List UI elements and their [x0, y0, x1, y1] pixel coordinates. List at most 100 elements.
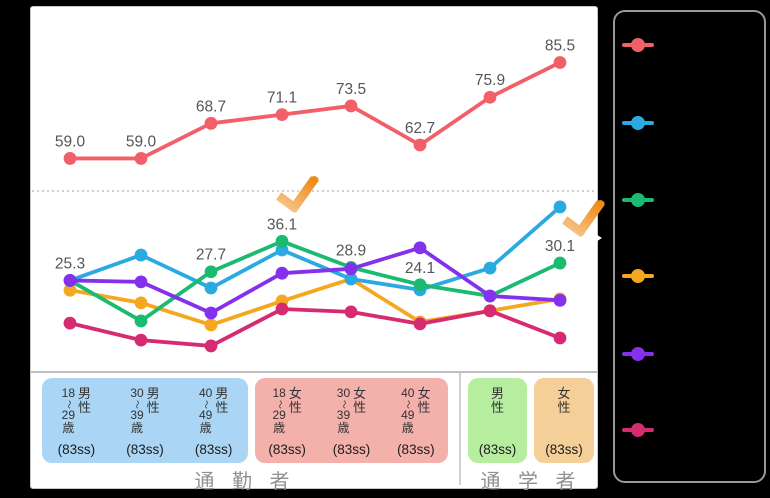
category-cell-label: 18 〜 29 歳女性: [272, 386, 302, 435]
series-purple-point: [483, 289, 497, 303]
series-pink-point: [275, 302, 289, 316]
legend-marker-purple[interactable]: [622, 345, 656, 363]
category-cell-label: 30 〜 39 歳女性: [336, 386, 367, 435]
series-orange-point: [204, 318, 218, 332]
legend-marker-orange[interactable]: [622, 267, 656, 285]
data-label: 73.5: [336, 81, 366, 98]
series-pink-point: [63, 316, 77, 330]
category-cell-label: 男性: [490, 386, 504, 415]
series-green-line: [68, 239, 562, 323]
legend-dot-icon: [631, 423, 645, 437]
data-label: 68.7: [196, 98, 226, 115]
category-group-box: 男性 (83ss): [468, 378, 527, 463]
series-purple-point: [204, 306, 218, 320]
series-red-line: [68, 60, 562, 161]
data-label: 25.3: [55, 255, 85, 272]
legend-marker-blue[interactable]: [622, 114, 656, 132]
series-red-point: [413, 138, 427, 152]
data-label: 59.0: [126, 133, 157, 150]
series-purple-point: [63, 274, 77, 287]
category-cell: 男性 (83ss): [468, 378, 527, 463]
category-group-box: 女性 (83ss): [534, 378, 594, 463]
legend-dot-icon: [631, 347, 645, 361]
data-label: 75.9: [475, 72, 505, 89]
series-purple-point: [275, 266, 289, 280]
sample-size-label: (83ss): [57, 442, 96, 457]
category-cell: 女性 (83ss): [534, 378, 594, 463]
series-pink-point: [344, 305, 358, 319]
line-chart: 25.3 27.7 36.1 28.9 24.1 30.1 59.0 59.0 68.7 71.1…: [31, 35, 597, 485]
category-cell: 40 〜 49 歳男性 (83ss): [179, 378, 248, 463]
sample-size-label: (83ss): [545, 442, 583, 457]
category-cell-label: 40 〜 49 歳女性: [401, 386, 431, 435]
sample-size-label: (83ss): [397, 442, 435, 457]
series-red-point: [63, 152, 77, 165]
series-blue-line: [68, 205, 562, 292]
chart-panel: 25.3 27.7 36.1 28.9 24.1 30.1 59.0 59.0 68.7 71.1…: [30, 6, 598, 493]
data-label: 71.1: [267, 90, 297, 107]
legend-marker-green[interactable]: [622, 191, 656, 209]
right-arrow-icon[interactable]: [594, 233, 602, 243]
series-red-point: [553, 56, 567, 69]
series-red-point: [134, 152, 148, 165]
checkmark-icon: [276, 175, 320, 214]
series-purple-point: [134, 275, 148, 289]
series-purple-point: [344, 262, 358, 276]
checkmark-icon: [562, 199, 606, 238]
legend-dot-icon: [631, 116, 645, 130]
category-cell: 40 〜 49 歳女性 (83ss): [384, 378, 448, 463]
series-green-point: [204, 265, 218, 279]
series-pink-point: [413, 317, 427, 331]
category-cell-label: 40 〜 49 歳男性: [198, 386, 229, 435]
data-label: 85.5: [545, 37, 575, 54]
sample-size-label: (83ss): [478, 442, 517, 457]
legend-dot-icon: [631, 38, 645, 52]
series-pink-point: [553, 331, 567, 345]
category-group-box: 18 〜 29 歳男性 (83ss) 30 〜 39 歳男性 (83ss) 40 〜 49 歳男性 (83s…: [42, 378, 248, 463]
series-orange-point: [63, 283, 77, 297]
category-cell: 30 〜 39 歳女性 (83ss): [319, 378, 383, 463]
legend-marker-pink[interactable]: [622, 421, 656, 439]
category-cell-label: 18 〜 29 歳男性: [61, 386, 92, 435]
series-green-point: [413, 278, 427, 292]
category-cell: 18 〜 29 歳男性 (83ss): [42, 378, 111, 463]
series-red-point: [275, 108, 289, 122]
data-label: 27.7: [196, 247, 226, 264]
series-purple-point: [553, 293, 567, 307]
legend-dot-icon: [631, 269, 645, 283]
category-cell: 30 〜 39 歳男性 (83ss): [111, 378, 180, 463]
data-label: 28.9: [336, 242, 366, 259]
data-label: 36.1: [267, 216, 297, 233]
series-green-point: [553, 256, 567, 270]
category-group-box: 18 〜 29 歳女性 (83ss) 30 〜 39 歳女性 (83ss) 40 〜 49 歳女性 (83s…: [255, 378, 448, 463]
series-blue-point: [344, 272, 358, 286]
legend-panel: [613, 10, 766, 483]
data-label: 62.7: [405, 120, 435, 137]
series-red-point: [344, 99, 358, 113]
series-purple-point: [413, 241, 427, 255]
legend-dot-icon: [631, 193, 645, 207]
series-pink-line: [68, 307, 562, 348]
series-purple-line: [68, 245, 562, 315]
axis-group-label-student: 通 学 者: [480, 471, 582, 493]
series-blue-point: [204, 281, 218, 295]
data-label: 30.1: [545, 238, 575, 255]
series-green-point: [134, 314, 148, 328]
sample-size-label: (83ss): [268, 442, 306, 457]
series-blue-point: [553, 200, 567, 214]
series-pink-point: [204, 339, 218, 353]
category-cell-label: 女性: [557, 386, 571, 415]
sample-size-label: (83ss): [126, 442, 164, 457]
data-label: 59.0: [55, 133, 86, 150]
series-blue-point: [483, 261, 497, 275]
category-cell: 18 〜 29 歳女性 (83ss): [255, 378, 319, 463]
series-red-point: [483, 90, 497, 104]
category-cell-label: 30 〜 39 歳男性: [130, 386, 160, 435]
series-red-point: [204, 116, 218, 130]
series-pink-point: [134, 333, 148, 347]
series-orange-point: [134, 296, 148, 310]
data-label: 24.1: [405, 260, 435, 277]
legend-marker-red[interactable]: [622, 36, 656, 54]
series-blue-point: [134, 248, 148, 262]
